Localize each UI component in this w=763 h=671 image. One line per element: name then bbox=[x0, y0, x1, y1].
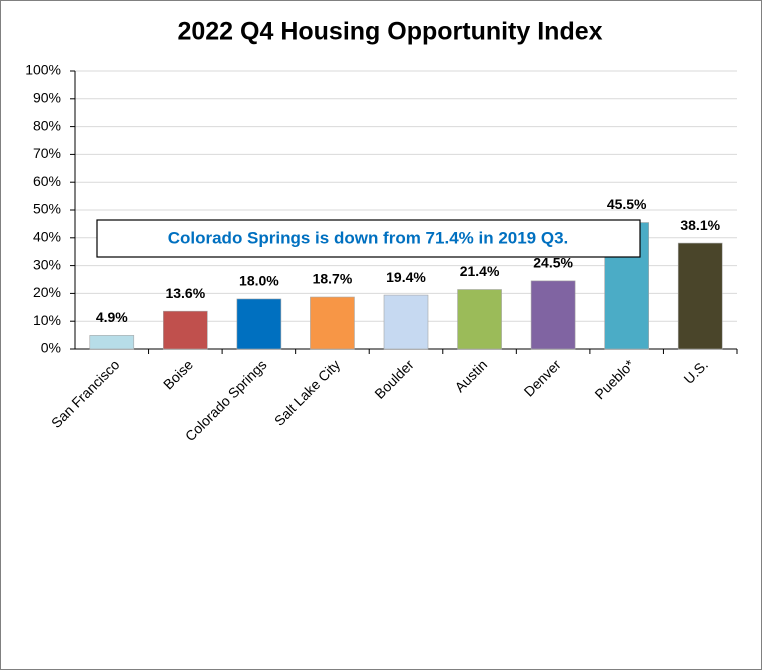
chart-title: 2022 Q4 Housing Opportunity Index bbox=[177, 18, 602, 46]
data-label: 38.1% bbox=[680, 217, 720, 233]
y-tick-label: 90% bbox=[33, 90, 61, 106]
y-tick-label: 80% bbox=[33, 117, 61, 133]
bar bbox=[236, 298, 282, 350]
annotation: Colorado Springs is down from 71.4% in 2… bbox=[168, 228, 569, 247]
y-tick-label: 70% bbox=[33, 145, 61, 161]
data-label: 24.5% bbox=[533, 255, 573, 271]
bar bbox=[530, 280, 576, 350]
y-tick-label: 0% bbox=[41, 340, 61, 356]
bar bbox=[383, 294, 429, 350]
data-label: 18.0% bbox=[239, 273, 279, 289]
y-tick-label: 100% bbox=[25, 62, 61, 78]
bar bbox=[163, 310, 208, 350]
bar bbox=[89, 335, 135, 350]
data-label: 19.4% bbox=[386, 269, 426, 285]
annotation-box bbox=[96, 219, 641, 258]
data-label: 13.6% bbox=[165, 285, 205, 301]
data-label: 4.9% bbox=[96, 309, 128, 325]
y-tick-label: 10% bbox=[33, 312, 61, 328]
y-tick-label: 60% bbox=[33, 173, 61, 189]
bar bbox=[457, 289, 502, 350]
bar bbox=[677, 242, 723, 350]
y-tick-label: 20% bbox=[33, 284, 61, 300]
data-label: 45.5% bbox=[607, 196, 647, 212]
y-tick-label: 30% bbox=[33, 256, 61, 272]
data-label: 18.7% bbox=[313, 271, 353, 287]
bar bbox=[310, 296, 355, 350]
data-label: 21.4% bbox=[460, 263, 500, 279]
y-tick-label: 40% bbox=[33, 229, 61, 245]
y-tick-label: 50% bbox=[33, 201, 61, 217]
